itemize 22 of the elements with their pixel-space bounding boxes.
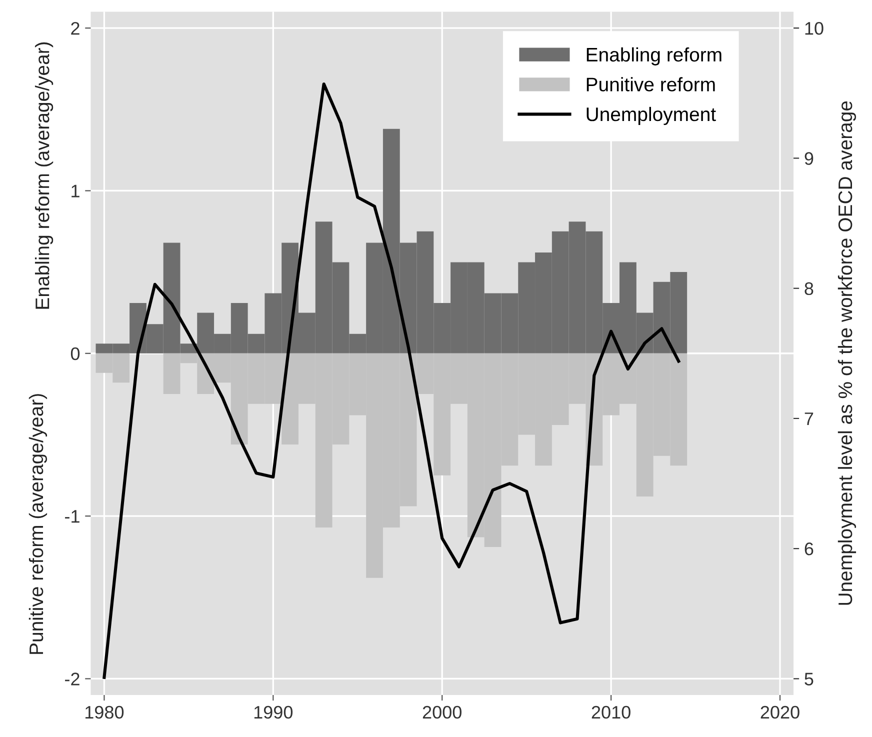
x-tick-label: 2000 [422, 706, 462, 719]
y2-tick-label: 9 [804, 152, 814, 165]
x-tick-label: 1980 [86, 706, 124, 719]
y-axis-title: Enabling reform (average/year) [34, 42, 54, 309]
x-tick-label: 2020 [760, 706, 800, 719]
y2-tick-label: 10 [805, 22, 824, 35]
legend-label: Unemployment [586, 106, 716, 126]
y-tick-label: -1 [65, 510, 80, 523]
y2-tick-label: 5 [804, 672, 814, 686]
y-tick-label: -2 [65, 672, 80, 686]
legend-label: Punitive reform [586, 77, 715, 92]
y-tick-label: 1 [72, 184, 80, 198]
y2-tick-label: 7 [804, 412, 814, 425]
x-tick-label: 1990 [254, 706, 293, 719]
y2-tick-label: 6 [804, 542, 814, 556]
legend-label: Enabling reform [586, 47, 722, 66]
y-tick-label: 0 [70, 347, 80, 360]
text: Punitive reform (average/year) [28, 394, 48, 654]
y2-tick-label: 8 [804, 282, 814, 296]
x-tick-label: 2010 [592, 706, 630, 719]
y-tick-label: 2 [71, 22, 80, 35]
y2-axis-title: Unemployment level as % of the workforce OECD average [838, 101, 856, 605]
